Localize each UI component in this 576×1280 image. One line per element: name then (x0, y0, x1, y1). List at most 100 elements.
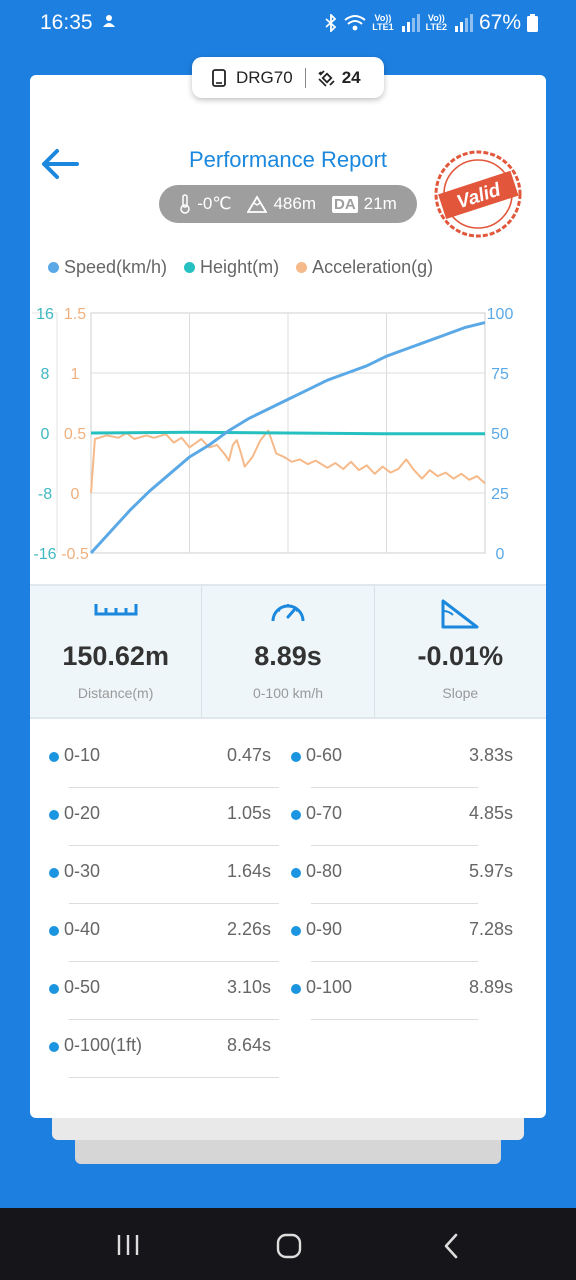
back-icon[interactable] (441, 1232, 461, 1260)
time-dot (291, 868, 301, 878)
time-value: 3.83s (468, 745, 513, 765)
performance-chart: 16 1.5 100 8 1 75 0 0.5 50 -8 0 25 -16 -0.5 0 (32, 306, 514, 563)
wifi-icon (344, 15, 366, 31)
time-value: 8.64s (226, 1035, 271, 1055)
time-dot (49, 868, 59, 878)
conditions-pill: -0℃ 486m DA 21m (159, 185, 417, 223)
status-icons: Vo)) LTE1 Vo)) LTE2 67% (324, 11, 538, 35)
navigation-bar (0, 1208, 576, 1280)
time-label: 0-60 (306, 745, 343, 765)
density-altitude-value: 21m (363, 194, 397, 213)
altitude-value: 486m (273, 194, 316, 213)
stat-distance: 150.62m Distance(m) (30, 586, 201, 717)
time-label: 0-40 (64, 919, 101, 939)
time-row: 0-40 2.26s (49, 904, 271, 962)
row-divider (311, 845, 478, 846)
legend-label: Speed(km/h) (64, 257, 168, 277)
time-value: 1.05s (226, 803, 271, 823)
height-tick-label: 8 (41, 366, 50, 383)
time-label: 0-20 (64, 803, 101, 823)
sim1-label: Vo)) LTE1 (372, 13, 394, 32)
time-label: 0-80 (306, 861, 343, 881)
height-tick-label: 0 (41, 426, 50, 443)
height-tick-label: -16 (33, 546, 56, 563)
time-row: 0-20 1.05s (49, 788, 271, 846)
time-label: 0-90 (306, 919, 343, 939)
row-divider (311, 961, 478, 962)
time-value: 8.89s (468, 977, 513, 997)
time-dot (49, 752, 59, 762)
home-icon[interactable] (275, 1232, 303, 1260)
time-dot (291, 926, 301, 936)
notification-icon (103, 15, 115, 27)
device-pill[interactable]: DRG70 24 (192, 57, 384, 98)
accel-tick-label: 1.5 (64, 306, 86, 323)
time-row: 0-80 5.97s (291, 846, 513, 904)
legend-label: Acceleration(g) (312, 257, 434, 277)
speed-tick-label: 75 (491, 366, 509, 383)
distance-label: Distance(m) (77, 685, 154, 701)
height-tick-label: 16 (36, 306, 54, 323)
acceleration-series-line (90, 429, 486, 494)
stat-slope: -0.01% Slope (373, 586, 546, 717)
row-divider (69, 1077, 279, 1078)
accel-tick-label: 0.5 (64, 426, 86, 443)
mountain-icon (247, 195, 268, 213)
legend-dot (296, 262, 308, 273)
time-row: 0-70 4.85s (291, 788, 513, 846)
time-row: 0-100 8.89s (291, 962, 513, 1020)
time-label: 0-50 (64, 977, 101, 997)
time-value: 0.47s (226, 745, 271, 765)
legend-height[interactable]: Height(m) (184, 257, 279, 278)
legend-dot (48, 262, 59, 273)
row-divider (69, 1019, 279, 1020)
device-name: DRG70 (236, 67, 293, 87)
ruler-icon (94, 604, 138, 616)
time-label: 0-100 (306, 977, 353, 997)
height-series-line (90, 430, 485, 436)
chart-legend: Speed(km/h) Height(m) Acceleration(g) (48, 257, 433, 278)
time-dot (291, 752, 301, 762)
slope-value: -0.01% (417, 641, 504, 671)
time-dot (49, 1042, 59, 1052)
divider (304, 67, 306, 88)
speed-tick-label: 25 (491, 486, 509, 503)
bluetooth-icon (325, 14, 337, 32)
status-bar: 16:35 Vo)) LTE1 Vo)) LTE2 67% (0, 0, 576, 40)
time-value: 5.97s (468, 861, 513, 881)
status-time: 16:35 (40, 11, 93, 34)
legend-speed[interactable]: Speed(km/h) (48, 257, 167, 278)
temperature-value: -0℃ (197, 194, 232, 213)
satellite-count: 24 (341, 67, 361, 87)
time-value: 2.26s (226, 919, 271, 939)
density-altitude-badge: DA (332, 195, 358, 213)
time-row: 0-100(1ft) 8.64s (49, 1020, 279, 1078)
accel-tick-label: 1 (71, 366, 80, 383)
time-label: 0-100(1ft) (64, 1035, 143, 1055)
speed-tick-label: 100 (487, 306, 514, 323)
speedometer-icon (271, 604, 305, 622)
time-dot (49, 810, 59, 820)
slope-label: Slope (442, 685, 479, 701)
time-row: 0-50 3.10s (49, 962, 271, 1020)
time-row: 0-10 0.47s (49, 730, 271, 788)
recents-icon[interactable] (115, 1234, 141, 1256)
time-value: 1.64s (226, 861, 271, 881)
time-row: 0-30 1.64s (49, 846, 271, 904)
time-label: 0-30 (64, 861, 101, 881)
time-dot (49, 926, 59, 936)
row-divider (311, 1019, 478, 1020)
time-value: 4.85s (468, 803, 513, 823)
stats-panel: 150.62m Distance(m) 8.89s 0-100 km/h -0.… (30, 584, 546, 719)
page-title: Performance Report (188, 147, 388, 172)
slope-icon (441, 599, 479, 629)
sim2-label: Vo)) LTE2 (425, 13, 447, 32)
signal-icon-2 (454, 14, 473, 32)
time-row: 0-90 7.28s (291, 904, 513, 962)
back-arrow-icon[interactable] (40, 145, 80, 185)
legend-acceleration[interactable]: Acceleration(g) (296, 257, 433, 278)
accel-tick-label: 0 (71, 486, 80, 503)
time-label: 0-10 (64, 745, 101, 765)
legend-dot (184, 262, 196, 273)
row-divider (69, 845, 279, 846)
